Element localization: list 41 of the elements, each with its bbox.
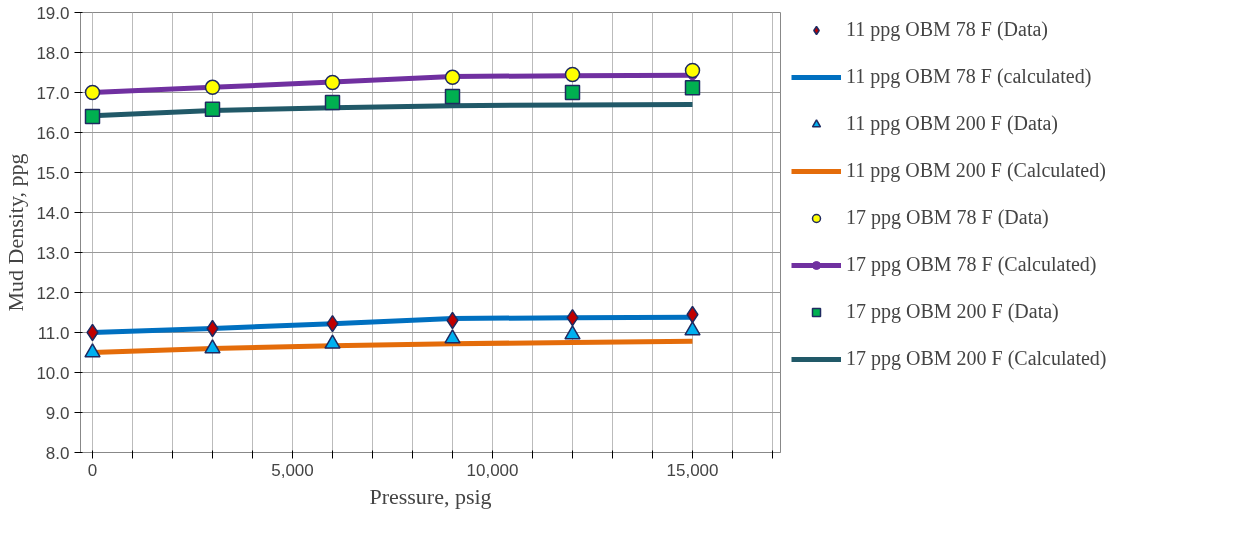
y-tick-label: 11.0 bbox=[37, 323, 70, 343]
point bbox=[324, 94, 341, 111]
y-tick-label: 18.0 bbox=[36, 43, 70, 63]
point bbox=[564, 84, 581, 101]
legend-label: 11 ppg OBM 78 F (calculated) bbox=[846, 65, 1092, 88]
y-tick-label: 12.0 bbox=[36, 283, 70, 303]
y-tick-label: 16.0 bbox=[36, 123, 70, 143]
point bbox=[84, 343, 101, 358]
point bbox=[564, 66, 581, 83]
y-tick-label: 8.0 bbox=[45, 443, 70, 463]
y-tick-label: 15.0 bbox=[36, 163, 70, 183]
point bbox=[204, 339, 221, 354]
legend-label: 17 ppg OBM 200 F (Data) bbox=[846, 300, 1059, 323]
legend-label: 17 ppg OBM 78 F (Data) bbox=[846, 206, 1049, 229]
x-tick-label: 5,000 bbox=[271, 460, 314, 480]
point bbox=[444, 88, 461, 105]
y-axis-title: Mud Density, ppg bbox=[3, 153, 29, 312]
point bbox=[84, 108, 101, 125]
legend-label: 11 ppg OBM 78 F (Data) bbox=[846, 18, 1049, 41]
legend-label: 17 ppg OBM 200 F (Calculated) bbox=[846, 347, 1107, 370]
point bbox=[684, 79, 701, 96]
x-tick-label: 10,000 bbox=[466, 460, 519, 480]
x-tick-label: 15,000 bbox=[666, 460, 719, 480]
y-tick-label: 17.0 bbox=[36, 83, 70, 103]
y-tick-label: 13.0 bbox=[36, 243, 70, 263]
legend-label: 17 ppg OBM 78 F (Calculated) bbox=[846, 253, 1097, 276]
point bbox=[204, 101, 221, 118]
x-tick-label: 0 bbox=[87, 460, 98, 480]
legend-label: 11 ppg OBM 200 F (Data) bbox=[846, 112, 1059, 135]
point bbox=[324, 334, 341, 349]
point bbox=[564, 325, 581, 340]
point bbox=[444, 69, 461, 86]
legend-label: 11 ppg OBM 200 F (Calculated) bbox=[846, 159, 1106, 182]
point bbox=[684, 62, 701, 79]
point bbox=[444, 329, 461, 344]
y-tick-label: 9.0 bbox=[45, 403, 70, 423]
y-tick-label: 10.0 bbox=[36, 363, 70, 383]
y-tick-label: 14.0 bbox=[36, 203, 70, 223]
point bbox=[684, 321, 701, 336]
y-tick-label: 19.0 bbox=[36, 3, 70, 23]
x-axis-title: Pressure, psig bbox=[369, 483, 492, 509]
